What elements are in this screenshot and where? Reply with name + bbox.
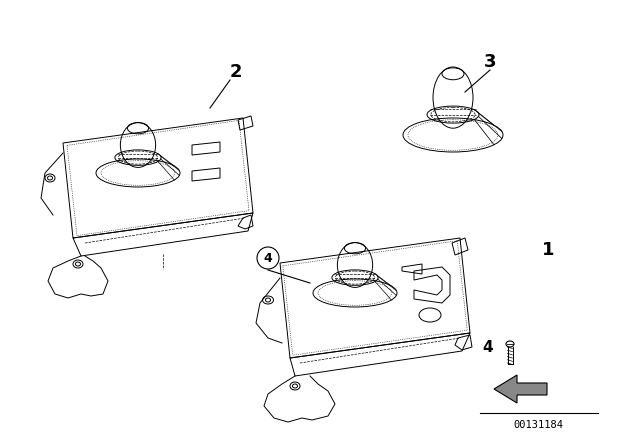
Text: 1: 1 (541, 241, 554, 259)
Text: 4: 4 (264, 251, 273, 264)
Text: 4: 4 (483, 340, 493, 356)
Text: 3: 3 (484, 53, 496, 71)
Text: 2: 2 (230, 63, 243, 81)
Text: 00131184: 00131184 (513, 420, 563, 430)
Polygon shape (494, 375, 547, 403)
